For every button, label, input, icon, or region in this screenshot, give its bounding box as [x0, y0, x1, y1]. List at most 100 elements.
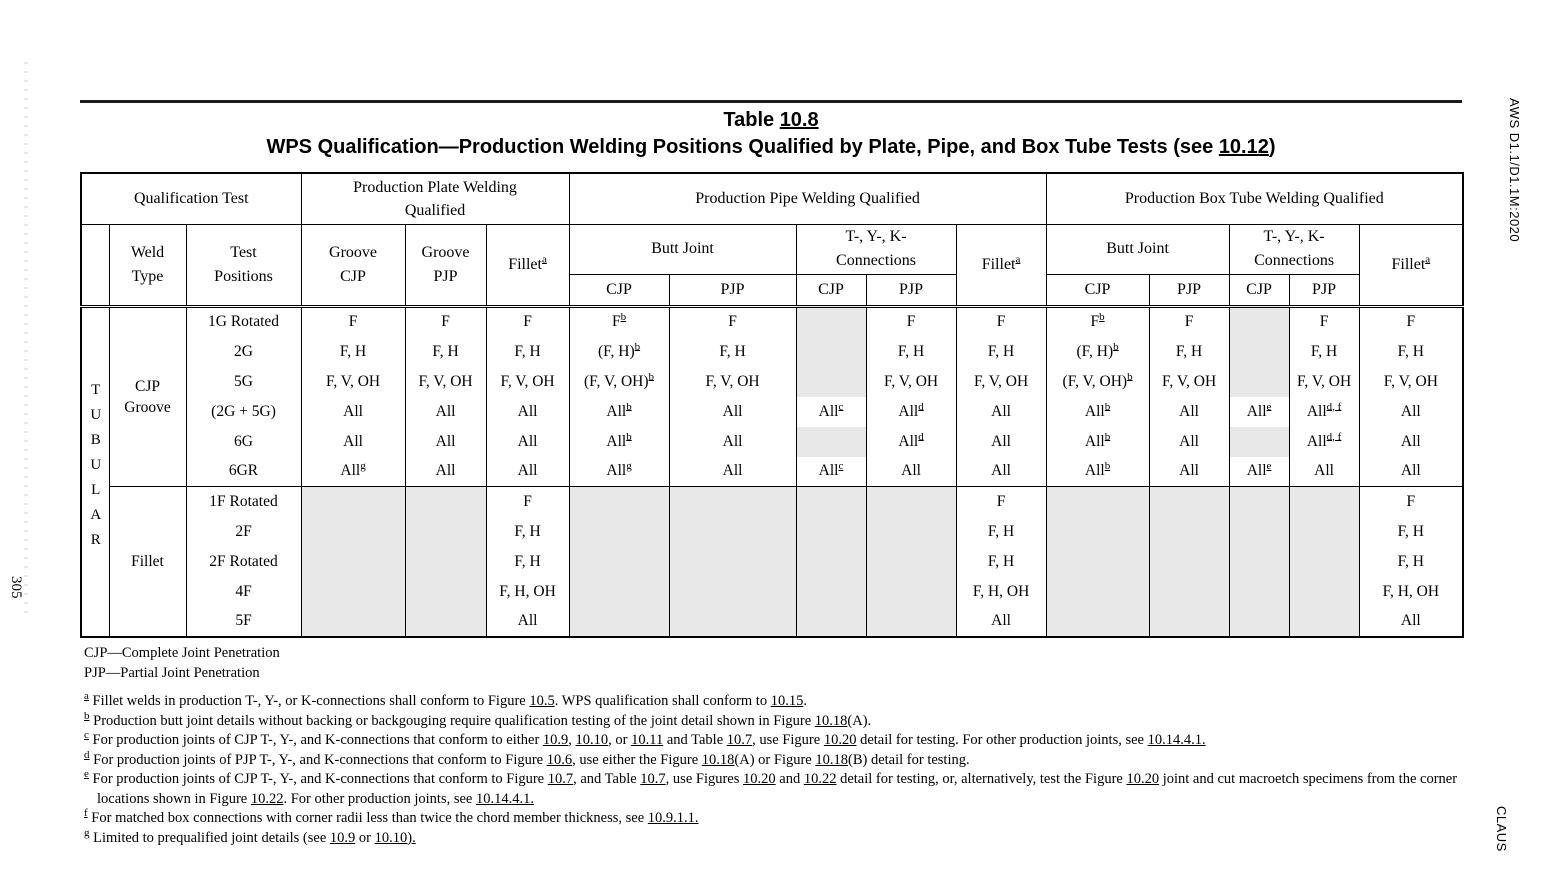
- ref-link[interactable]: 10.22: [803, 771, 837, 787]
- shaded-empty-cell: [1045, 516, 1150, 547]
- ref-link[interactable]: 10.7: [547, 771, 574, 787]
- value-cell: F, V, OH: [1358, 366, 1464, 397]
- footnote-ref-link[interactable]: d, f: [1326, 400, 1342, 413]
- footnote-ref-link[interactable]: d: [918, 430, 924, 443]
- shaded-empty-cell: [668, 516, 797, 547]
- shaded-empty-cell: [1288, 606, 1360, 637]
- ref-link[interactable]: 10.6: [546, 751, 573, 768]
- value-cell: All: [955, 426, 1047, 457]
- value-cell: All: [1358, 396, 1464, 427]
- shaded-empty-cell: [795, 486, 867, 517]
- ref-link[interactable]: 10.18: [815, 751, 848, 768]
- ref-link[interactable]: 10.11: [631, 732, 664, 748]
- pipe-tyk-pjp-header: PJP: [865, 273, 957, 307]
- value-cell: F, V, OH: [300, 366, 406, 397]
- footnote-ref-link[interactable]: c: [838, 460, 844, 473]
- footnote-marker: g: [84, 826, 90, 839]
- table-row: TUBULAR CJP Groove 1G Rotated F F F Fb F F F Fb F F F: [80, 304, 1464, 637]
- footnote-ref-link[interactable]: b: [1104, 430, 1111, 443]
- value-cell: (F, V, OH)b: [1045, 366, 1150, 397]
- shaded-empty-cell: [1148, 486, 1230, 517]
- value-cell: Alld, f: [1288, 426, 1360, 457]
- footnote-ref-link[interactable]: b: [1104, 460, 1111, 473]
- shaded-empty-cell: [1148, 576, 1230, 607]
- weld-type-cell: Fillet: [108, 486, 187, 637]
- footnote-ref-link[interactable]: b: [634, 340, 641, 353]
- ref-link[interactable]: 10.14.4.1.: [476, 790, 534, 807]
- value-cell: Allb: [1045, 396, 1150, 427]
- shaded-empty-cell: [1288, 546, 1360, 577]
- value-cell: F, H: [955, 336, 1047, 367]
- footnote-ref-link[interactable]: g: [360, 460, 366, 473]
- shaded-empty-cell: [1228, 576, 1290, 607]
- footnote-ref-link[interactable]: c: [838, 400, 844, 413]
- ref-link[interactable]: 10.14.4.1.: [1147, 732, 1206, 748]
- footnote-ref-link[interactable]: g: [626, 460, 632, 473]
- cjp-legend: CJP—Complete Joint Penetration: [84, 645, 280, 661]
- test-position-cell: 2F: [185, 516, 302, 547]
- value-cell: All: [300, 426, 406, 457]
- ref-link[interactable]: 10.18: [701, 751, 735, 768]
- value-cell: Alld: [865, 396, 957, 427]
- test-position-cell: 2G: [185, 336, 302, 367]
- shaded-empty-cell: [300, 486, 406, 517]
- pipe-tyk-header: T-, Y-, K- Connections: [795, 223, 957, 275]
- footnote-ref-link[interactable]: d: [918, 400, 924, 413]
- ref-link[interactable]: 10.10).: [374, 829, 416, 846]
- value-cell: F, H: [485, 546, 570, 577]
- value-cell: F, H: [1358, 546, 1464, 577]
- ref-link[interactable]: 10.9.1.1.: [647, 810, 699, 826]
- ref-link[interactable]: 10.20: [823, 732, 857, 748]
- footnote-ref-link[interactable]: b: [620, 310, 627, 323]
- footnote-ref-link[interactable]: b: [1099, 310, 1105, 323]
- shaded-empty-cell: [568, 576, 670, 607]
- ref-link[interactable]: 10.20: [743, 771, 776, 787]
- ref-link[interactable]: 10.7: [640, 771, 666, 787]
- footnote-ref-link[interactable]: b: [1127, 370, 1133, 383]
- spec-reference-margin-text: AWS D1.1/D1.1M:2020: [1507, 98, 1522, 243]
- ref-link[interactable]: 10.9: [542, 732, 569, 748]
- value-cell: Allb: [1045, 426, 1150, 457]
- value-cell: F, H: [955, 516, 1047, 547]
- shaded-empty-cell: [1228, 426, 1290, 457]
- footnote-ref-link[interactable]: b: [1104, 400, 1111, 413]
- value-cell: Allb: [1045, 456, 1150, 487]
- shaded-empty-cell: [1228, 546, 1290, 577]
- see-ref-link[interactable]: 10.12: [1218, 136, 1269, 158]
- ref-link[interactable]: 10.22: [250, 790, 284, 807]
- footnote-ref-link[interactable]: d, f: [1326, 430, 1342, 443]
- pipe-butt-pjp-header: PJP: [668, 273, 797, 307]
- shaded-empty-cell: [865, 516, 957, 547]
- table-row: 2F Rotated F, H F, H F, H: [81, 546, 1464, 577]
- test-position-cell: 4F: [185, 576, 302, 607]
- footnote-ref-link[interactable]: a: [1015, 253, 1021, 266]
- test-position-cell: 5G: [185, 366, 302, 397]
- value-cell: All: [1358, 606, 1464, 637]
- footnote-ref-link[interactable]: a: [541, 253, 547, 266]
- footnote-ref-link[interactable]: e: [1266, 400, 1272, 413]
- ref-link[interactable]: 10.5: [529, 693, 555, 709]
- ref-link[interactable]: 10.10: [575, 732, 609, 748]
- shaded-empty-cell: [1045, 576, 1150, 607]
- ref-link[interactable]: 10.15: [770, 693, 804, 709]
- footnote-ref-link[interactable]: b: [1113, 340, 1119, 353]
- ref-link[interactable]: 10.7: [726, 732, 753, 748]
- value-cell: Allc: [795, 456, 867, 487]
- shaded-empty-cell: [1045, 486, 1150, 517]
- value-cell: All: [1148, 426, 1230, 457]
- ref-link[interactable]: 10.9: [329, 829, 356, 846]
- footnote-ref-link[interactable]: e: [1266, 460, 1272, 473]
- footnote-ref-link[interactable]: a: [1425, 253, 1431, 266]
- ref-link[interactable]: 10.18: [814, 712, 848, 729]
- shaded-empty-cell: [865, 576, 957, 607]
- footnote-ref-link[interactable]: b: [648, 370, 655, 383]
- value-cell: All: [865, 456, 957, 487]
- table-number-link[interactable]: 10.8: [779, 109, 819, 131]
- value-cell: F, H, OH: [955, 576, 1047, 607]
- ref-link[interactable]: 10.20: [1126, 771, 1160, 787]
- pipe-tyk-cjp-header: CJP: [795, 273, 867, 307]
- test-position-cell: 6G: [185, 426, 302, 457]
- footnote-ref-link[interactable]: b: [626, 400, 632, 413]
- footnote-ref-link[interactable]: b: [626, 430, 632, 443]
- box-tyk-cjp-header: CJP: [1228, 273, 1290, 307]
